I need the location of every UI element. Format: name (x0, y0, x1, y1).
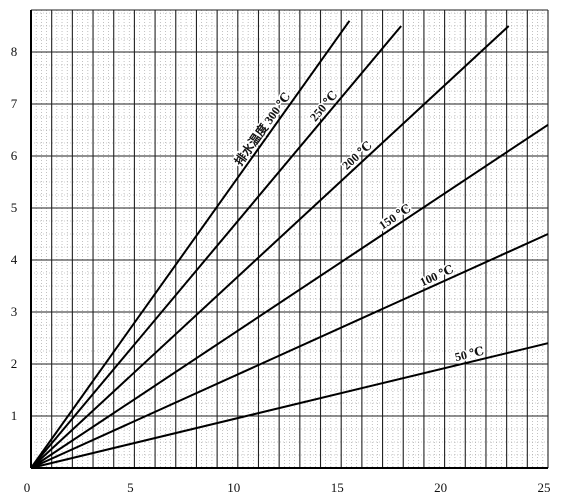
y-tick-label: 5 (11, 200, 18, 215)
series-line-1 (30, 25, 402, 469)
series-line-0 (30, 20, 351, 469)
y-tick-label: 3 (11, 304, 18, 319)
y-tick-label: 1 (11, 408, 18, 423)
y-tick-label: 8 (11, 44, 18, 59)
y-tick-label: 4 (11, 252, 18, 267)
series-lines (30, 20, 549, 469)
series-line-4 (30, 233, 549, 469)
series-line-3 (30, 123, 549, 469)
tick-labels: 0 5 10 15 20 25 1 2 3 4 5 6 7 8 (11, 44, 551, 495)
y-tick-label: 2 (11, 356, 18, 371)
x-tick-label: 20 (434, 480, 447, 495)
x-tick-label: 25 (538, 480, 551, 495)
y-tick-label: 6 (11, 148, 18, 163)
x-tick-label: 10 (227, 480, 240, 495)
axes (30, 10, 548, 469)
series-line-5 (30, 342, 549, 469)
y-tick-label: 7 (11, 96, 18, 111)
minor-grid (31, 10, 548, 468)
x-tick-label: 5 (127, 480, 134, 495)
x-tick-label: 0 (24, 480, 31, 495)
series-line-2 (30, 25, 510, 469)
major-grid (30, 9, 549, 469)
x-tick-label: 15 (331, 480, 344, 495)
